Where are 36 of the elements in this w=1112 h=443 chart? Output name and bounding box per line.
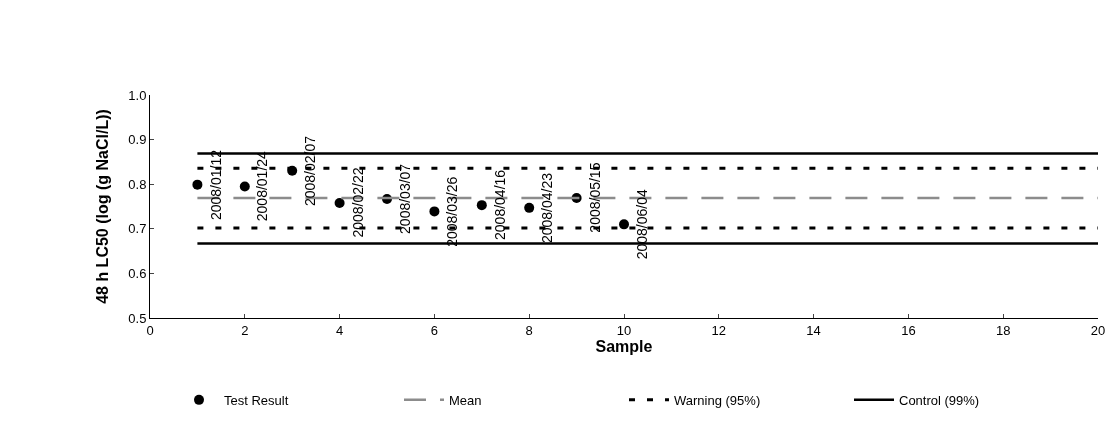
x-tick-label: 14 [806, 322, 821, 338]
y-tick-label: 0.7 [128, 221, 147, 237]
point [476, 200, 487, 211]
x-tick-label: 20 [1090, 322, 1106, 338]
annotation: 2008/06/04 [633, 189, 650, 260]
x-axis-title: Sample [595, 338, 653, 356]
annotation: 2008/03/07 [397, 163, 414, 234]
x-tick-label: 8 [525, 322, 533, 338]
y-tick-label: 0.6 [128, 265, 147, 281]
point [192, 179, 203, 190]
x-tick-label: 16 [901, 322, 916, 338]
legend-label: Mean [449, 392, 482, 408]
y-axis-title: 48 h LC50 (log (g NaCl/L)) [94, 109, 111, 304]
y-tick-label: 0.8 [128, 176, 147, 192]
x-tick-label: 18 [995, 322, 1011, 338]
point [524, 202, 535, 213]
legend-label: Test Result [224, 392, 289, 408]
point [239, 181, 250, 192]
x-tick-label: 0 [146, 322, 154, 338]
annotation: 2008/04/23 [539, 172, 556, 244]
point [429, 206, 440, 217]
x-tick-label: 12 [711, 322, 727, 338]
y-tick-label: 0.9 [128, 132, 147, 148]
legend-label: Warning (95%) [674, 392, 761, 408]
x-tick-label: 6 [430, 322, 439, 338]
annotation: 2008/05/15 [586, 162, 603, 233]
y-tick-label: 0.5 [128, 310, 147, 326]
legend-label: Control (99%) [899, 392, 980, 408]
x-tick-label: 2 [241, 322, 249, 338]
annotation: 2008/02/22 [349, 167, 366, 238]
y-tick-label: 1.0 [128, 87, 147, 103]
point [619, 219, 629, 230]
point [334, 197, 345, 208]
annotation: 2008/04/16 [491, 169, 508, 240]
x-tick-label: 4 [335, 322, 344, 338]
x-tick-label: 10 [616, 322, 632, 338]
